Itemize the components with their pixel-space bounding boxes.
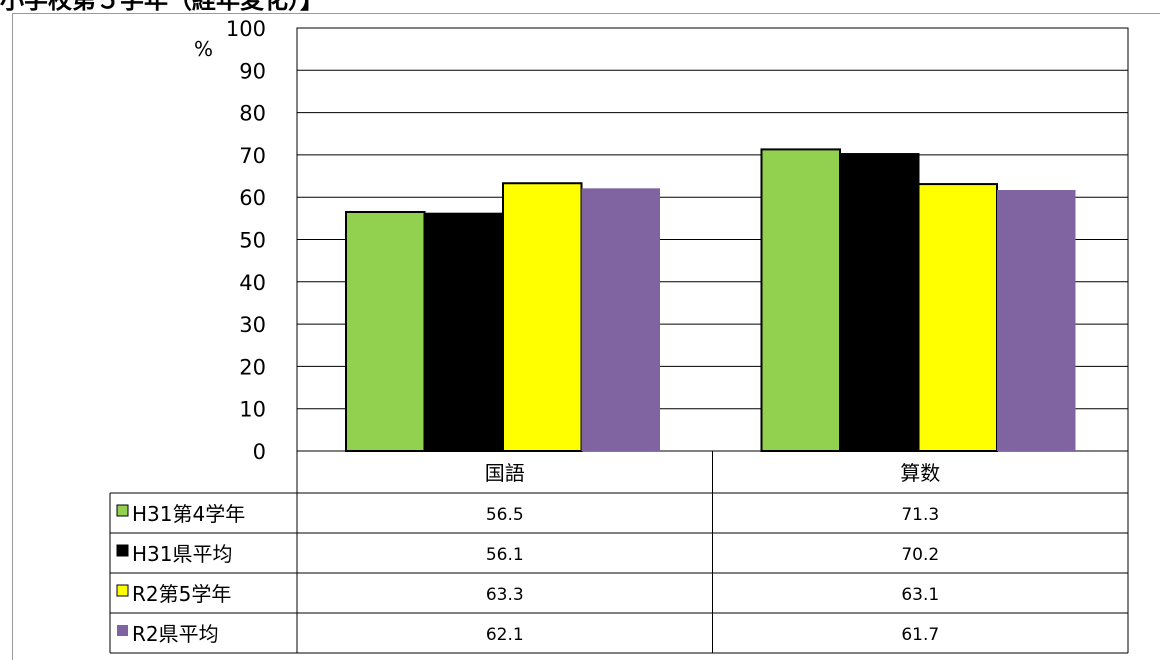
y-tick-label: 70 [239,144,266,168]
y-tick-label: 10 [239,398,266,422]
data-label: 56.5 [486,505,524,525]
x-category-label: 算数 [900,461,940,485]
y-axis-unit: % [194,37,214,61]
bar [917,183,998,452]
y-tick-label: 60 [239,186,266,210]
data-label: 71.3 [901,505,939,525]
bar [760,148,841,452]
legend-label: R2県平均 [132,622,219,646]
bar [581,188,660,451]
y-tick-label: 30 [239,313,266,337]
y-tick-label: 90 [239,59,266,83]
y-tick-label: 20 [239,355,266,379]
data-label: 62.1 [486,625,524,645]
bar [345,211,426,452]
legend-swatch [116,504,129,517]
legend-label: R2第5学年 [132,582,231,606]
data-label: 63.1 [901,585,939,605]
y-tick-label: 80 [239,102,266,126]
y-tick-label: 100 [226,17,266,41]
y-tick-label: 40 [239,271,266,295]
bar [423,212,504,452]
legend-swatch [117,625,128,636]
frame-border-left [12,13,13,660]
bar [502,182,583,452]
legend-swatch [116,584,129,597]
data-label: 63.3 [486,585,524,605]
y-tick-label: 0 [253,440,266,464]
bar [839,153,920,453]
bar [997,190,1076,451]
x-category-label: 国語 [485,461,525,485]
legend-label: H31第4学年 [132,502,245,526]
legend-swatch [116,544,129,557]
y-tick-label: 50 [239,229,266,253]
frame-border-top [12,13,1160,14]
legend-label: H31県平均 [132,542,233,566]
data-label: 70.2 [901,545,939,565]
data-label: 56.1 [486,545,524,565]
data-label: 61.7 [901,625,939,645]
chart-title: 小学校第５学年（経年変化）】 [0,0,324,14]
